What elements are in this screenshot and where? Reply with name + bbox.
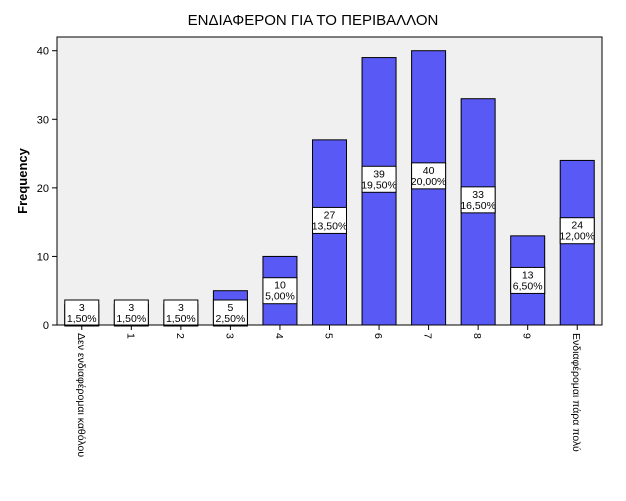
x-tick-label: 4 (273, 333, 285, 339)
data-label-count: 5 (227, 302, 233, 314)
x-tick-label: 3 (223, 333, 235, 339)
data-label-percent: 1,50% (67, 313, 97, 325)
data-label-percent: 1,50% (166, 313, 196, 325)
data-label-percent: 5,00% (265, 291, 295, 303)
data-label-count: 13 (522, 269, 534, 281)
data-label-count: 40 (423, 165, 435, 177)
chart-title: ΕΝΔΙΑΦΕΡΟΝ ΓΙΑ ΤΟ ΠΕΡΙΒΑΛΛΟΝ (187, 12, 439, 29)
data-label-percent: 2,50% (216, 313, 246, 325)
data-label-box (64, 299, 100, 327)
data-label-box (460, 186, 496, 214)
data-label-count: 24 (571, 220, 583, 232)
data-label-percent: 12,00% (559, 231, 595, 243)
data-label-box (361, 165, 397, 193)
x-tick-label: 7 (422, 333, 434, 339)
x-tick-label: 9 (521, 333, 533, 339)
x-tick-label: 6 (372, 333, 384, 339)
x-tick-label: Δεν ενδιαφέρομαι καθόλου (75, 333, 87, 457)
x-axis: Δεν ενδιαφέρομαι καθόλου 1 2 3 4 5 6 7 8 9 Ενδιαφέ… (57, 324, 602, 457)
data-label-box (262, 277, 298, 305)
data-label-percent: 19,50% (361, 179, 397, 191)
data-label-box (163, 299, 199, 327)
x-tick-label: Ενδιαφέρομαι πάρα πολύ (570, 333, 582, 452)
data-label-count: 3 (178, 302, 184, 314)
data-label-percent: 13,50% (312, 220, 348, 232)
data-labels-group: 31,50%31,50%31,50%52,50%105,00%2713,50%3… (64, 162, 595, 327)
data-label-box (559, 217, 595, 245)
x-tick-label: 1 (124, 333, 136, 339)
x-tick-label: 8 (471, 333, 483, 339)
y-axis: 0 10 20 30 40 (37, 37, 58, 332)
data-label-box (212, 299, 248, 327)
x-tick-label: 2 (174, 333, 186, 339)
y-tick-label: 20 (37, 183, 49, 195)
x-tick-label: 5 (323, 333, 335, 339)
y-tick-label: 30 (37, 114, 49, 126)
data-label-count: 33 (472, 189, 484, 201)
data-label-count: 3 (128, 302, 134, 314)
y-tick-label: 10 (37, 251, 49, 263)
data-label-count: 27 (324, 209, 336, 221)
data-label-percent: 20,00% (411, 176, 447, 188)
y-tick-label: 40 (37, 46, 49, 58)
data-label-percent: 16,50% (460, 200, 496, 212)
data-label-percent: 1,50% (116, 313, 146, 325)
data-label-count: 10 (274, 280, 286, 292)
data-label-box (312, 206, 347, 234)
y-tick-label: 0 (43, 320, 49, 332)
data-label-count: 39 (373, 168, 385, 180)
data-label-box (510, 266, 546, 294)
data-label-percent: 6,50% (513, 280, 543, 292)
data-label-count: 3 (79, 302, 85, 314)
data-label-box (411, 162, 447, 190)
y-axis-title: Frequency (15, 147, 30, 214)
